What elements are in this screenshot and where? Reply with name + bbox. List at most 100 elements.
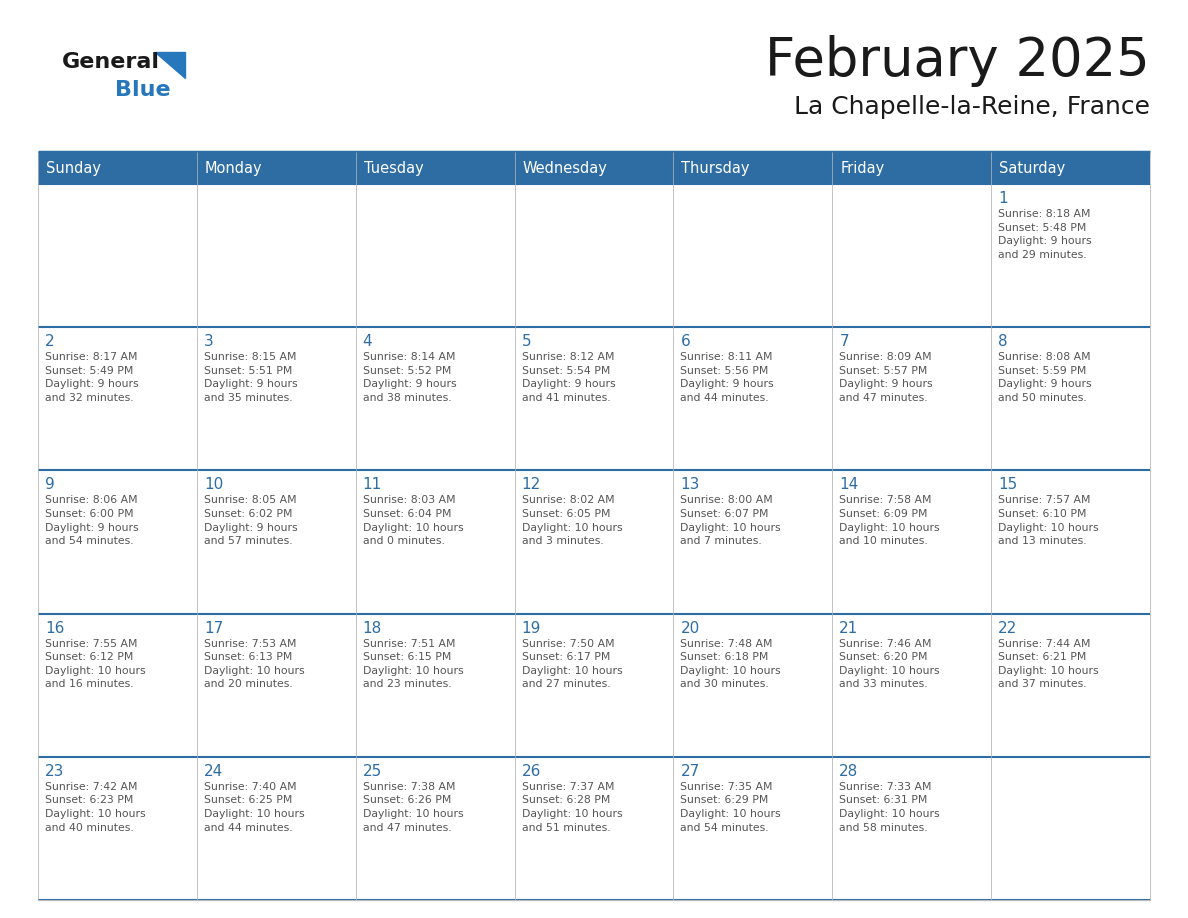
- Text: 9: 9: [45, 477, 55, 492]
- Text: Sunrise: 7:33 AM
Sunset: 6:31 PM
Daylight: 10 hours
and 58 minutes.: Sunrise: 7:33 AM Sunset: 6:31 PM Dayligh…: [839, 782, 940, 833]
- Text: 22: 22: [998, 621, 1017, 635]
- Bar: [38, 613, 197, 756]
- Text: Sunrise: 8:03 AM
Sunset: 6:04 PM
Daylight: 10 hours
and 0 minutes.: Sunrise: 8:03 AM Sunset: 6:04 PM Dayligh…: [362, 496, 463, 546]
- Text: Sunrise: 8:12 AM
Sunset: 5:54 PM
Daylight: 9 hours
and 41 minutes.: Sunrise: 8:12 AM Sunset: 5:54 PM Dayligh…: [522, 353, 615, 403]
- Bar: [197, 470, 355, 613]
- Text: 10: 10: [204, 477, 223, 492]
- Text: Tuesday: Tuesday: [364, 161, 423, 175]
- Text: Sunrise: 7:55 AM
Sunset: 6:12 PM
Daylight: 10 hours
and 16 minutes.: Sunrise: 7:55 AM Sunset: 6:12 PM Dayligh…: [45, 639, 146, 689]
- Bar: [833, 184, 991, 327]
- Text: Sunrise: 8:06 AM
Sunset: 6:00 PM
Daylight: 9 hours
and 54 minutes.: Sunrise: 8:06 AM Sunset: 6:00 PM Dayligh…: [45, 496, 139, 546]
- Bar: [514, 613, 674, 756]
- Bar: [197, 327, 355, 470]
- Text: Wednesday: Wednesday: [523, 161, 607, 175]
- Bar: [197, 756, 355, 900]
- Text: Sunrise: 8:18 AM
Sunset: 5:48 PM
Daylight: 9 hours
and 29 minutes.: Sunrise: 8:18 AM Sunset: 5:48 PM Dayligh…: [998, 209, 1092, 260]
- Text: Sunrise: 7:40 AM
Sunset: 6:25 PM
Daylight: 10 hours
and 44 minutes.: Sunrise: 7:40 AM Sunset: 6:25 PM Dayligh…: [204, 782, 304, 833]
- Bar: [355, 470, 514, 613]
- Text: 19: 19: [522, 621, 541, 635]
- Text: 28: 28: [839, 764, 859, 778]
- Bar: [355, 756, 514, 900]
- Bar: [833, 756, 991, 900]
- Bar: [514, 327, 674, 470]
- Text: 18: 18: [362, 621, 383, 635]
- Text: Sunrise: 7:44 AM
Sunset: 6:21 PM
Daylight: 10 hours
and 37 minutes.: Sunrise: 7:44 AM Sunset: 6:21 PM Dayligh…: [998, 639, 1099, 689]
- Bar: [833, 152, 991, 184]
- Bar: [514, 184, 674, 327]
- Text: Blue: Blue: [115, 80, 171, 100]
- Text: Sunrise: 8:02 AM
Sunset: 6:05 PM
Daylight: 10 hours
and 3 minutes.: Sunrise: 8:02 AM Sunset: 6:05 PM Dayligh…: [522, 496, 623, 546]
- Text: 26: 26: [522, 764, 541, 778]
- Bar: [38, 470, 197, 613]
- Text: Sunrise: 7:50 AM
Sunset: 6:17 PM
Daylight: 10 hours
and 27 minutes.: Sunrise: 7:50 AM Sunset: 6:17 PM Dayligh…: [522, 639, 623, 689]
- Text: Sunrise: 7:46 AM
Sunset: 6:20 PM
Daylight: 10 hours
and 33 minutes.: Sunrise: 7:46 AM Sunset: 6:20 PM Dayligh…: [839, 639, 940, 689]
- Bar: [674, 756, 833, 900]
- Text: Friday: Friday: [840, 161, 885, 175]
- Text: Sunrise: 8:14 AM
Sunset: 5:52 PM
Daylight: 9 hours
and 38 minutes.: Sunrise: 8:14 AM Sunset: 5:52 PM Dayligh…: [362, 353, 456, 403]
- Bar: [514, 152, 674, 184]
- Bar: [674, 152, 833, 184]
- Text: February 2025: February 2025: [765, 35, 1150, 87]
- Bar: [38, 152, 197, 184]
- Text: 2: 2: [45, 334, 55, 349]
- Text: 1: 1: [998, 191, 1007, 206]
- Bar: [355, 152, 514, 184]
- Text: Sunrise: 8:00 AM
Sunset: 6:07 PM
Daylight: 10 hours
and 7 minutes.: Sunrise: 8:00 AM Sunset: 6:07 PM Dayligh…: [681, 496, 781, 546]
- Bar: [991, 327, 1150, 470]
- Bar: [355, 327, 514, 470]
- Bar: [514, 756, 674, 900]
- Text: 6: 6: [681, 334, 690, 349]
- Bar: [355, 184, 514, 327]
- Bar: [674, 184, 833, 327]
- Bar: [674, 470, 833, 613]
- Bar: [991, 184, 1150, 327]
- Bar: [991, 613, 1150, 756]
- Text: 13: 13: [681, 477, 700, 492]
- Bar: [833, 470, 991, 613]
- Bar: [38, 184, 197, 327]
- Bar: [991, 152, 1150, 184]
- Text: Sunrise: 8:05 AM
Sunset: 6:02 PM
Daylight: 9 hours
and 57 minutes.: Sunrise: 8:05 AM Sunset: 6:02 PM Dayligh…: [204, 496, 297, 546]
- Text: 27: 27: [681, 764, 700, 778]
- Text: 5: 5: [522, 334, 531, 349]
- Text: 14: 14: [839, 477, 859, 492]
- Text: 3: 3: [204, 334, 214, 349]
- Text: Sunrise: 8:09 AM
Sunset: 5:57 PM
Daylight: 9 hours
and 47 minutes.: Sunrise: 8:09 AM Sunset: 5:57 PM Dayligh…: [839, 353, 933, 403]
- Bar: [674, 327, 833, 470]
- Bar: [833, 327, 991, 470]
- Text: 15: 15: [998, 477, 1017, 492]
- Text: Monday: Monday: [204, 161, 263, 175]
- Bar: [991, 470, 1150, 613]
- Bar: [674, 613, 833, 756]
- Text: 8: 8: [998, 334, 1007, 349]
- Bar: [38, 756, 197, 900]
- Text: 20: 20: [681, 621, 700, 635]
- Text: General: General: [62, 52, 160, 72]
- Text: Sunrise: 8:11 AM
Sunset: 5:56 PM
Daylight: 9 hours
and 44 minutes.: Sunrise: 8:11 AM Sunset: 5:56 PM Dayligh…: [681, 353, 775, 403]
- Bar: [38, 327, 197, 470]
- Bar: [197, 152, 355, 184]
- Text: Sunrise: 7:38 AM
Sunset: 6:26 PM
Daylight: 10 hours
and 47 minutes.: Sunrise: 7:38 AM Sunset: 6:26 PM Dayligh…: [362, 782, 463, 833]
- Text: Sunrise: 8:08 AM
Sunset: 5:59 PM
Daylight: 9 hours
and 50 minutes.: Sunrise: 8:08 AM Sunset: 5:59 PM Dayligh…: [998, 353, 1092, 403]
- Text: Saturday: Saturday: [999, 161, 1066, 175]
- Text: 25: 25: [362, 764, 383, 778]
- Text: 16: 16: [45, 621, 64, 635]
- Text: 24: 24: [204, 764, 223, 778]
- Text: Sunday: Sunday: [46, 161, 101, 175]
- Text: Sunrise: 8:17 AM
Sunset: 5:49 PM
Daylight: 9 hours
and 32 minutes.: Sunrise: 8:17 AM Sunset: 5:49 PM Dayligh…: [45, 353, 139, 403]
- Text: Sunrise: 8:15 AM
Sunset: 5:51 PM
Daylight: 9 hours
and 35 minutes.: Sunrise: 8:15 AM Sunset: 5:51 PM Dayligh…: [204, 353, 297, 403]
- Bar: [355, 613, 514, 756]
- Polygon shape: [154, 52, 185, 78]
- Bar: [514, 470, 674, 613]
- Text: Sunrise: 7:42 AM
Sunset: 6:23 PM
Daylight: 10 hours
and 40 minutes.: Sunrise: 7:42 AM Sunset: 6:23 PM Dayligh…: [45, 782, 146, 833]
- Text: Sunrise: 7:58 AM
Sunset: 6:09 PM
Daylight: 10 hours
and 10 minutes.: Sunrise: 7:58 AM Sunset: 6:09 PM Dayligh…: [839, 496, 940, 546]
- Text: 21: 21: [839, 621, 859, 635]
- Text: 7: 7: [839, 334, 849, 349]
- Text: 12: 12: [522, 477, 541, 492]
- Bar: [833, 613, 991, 756]
- Text: 17: 17: [204, 621, 223, 635]
- Text: Sunrise: 7:35 AM
Sunset: 6:29 PM
Daylight: 10 hours
and 54 minutes.: Sunrise: 7:35 AM Sunset: 6:29 PM Dayligh…: [681, 782, 781, 833]
- Text: 23: 23: [45, 764, 64, 778]
- Text: Sunrise: 7:37 AM
Sunset: 6:28 PM
Daylight: 10 hours
and 51 minutes.: Sunrise: 7:37 AM Sunset: 6:28 PM Dayligh…: [522, 782, 623, 833]
- Text: La Chapelle-la-Reine, France: La Chapelle-la-Reine, France: [794, 95, 1150, 119]
